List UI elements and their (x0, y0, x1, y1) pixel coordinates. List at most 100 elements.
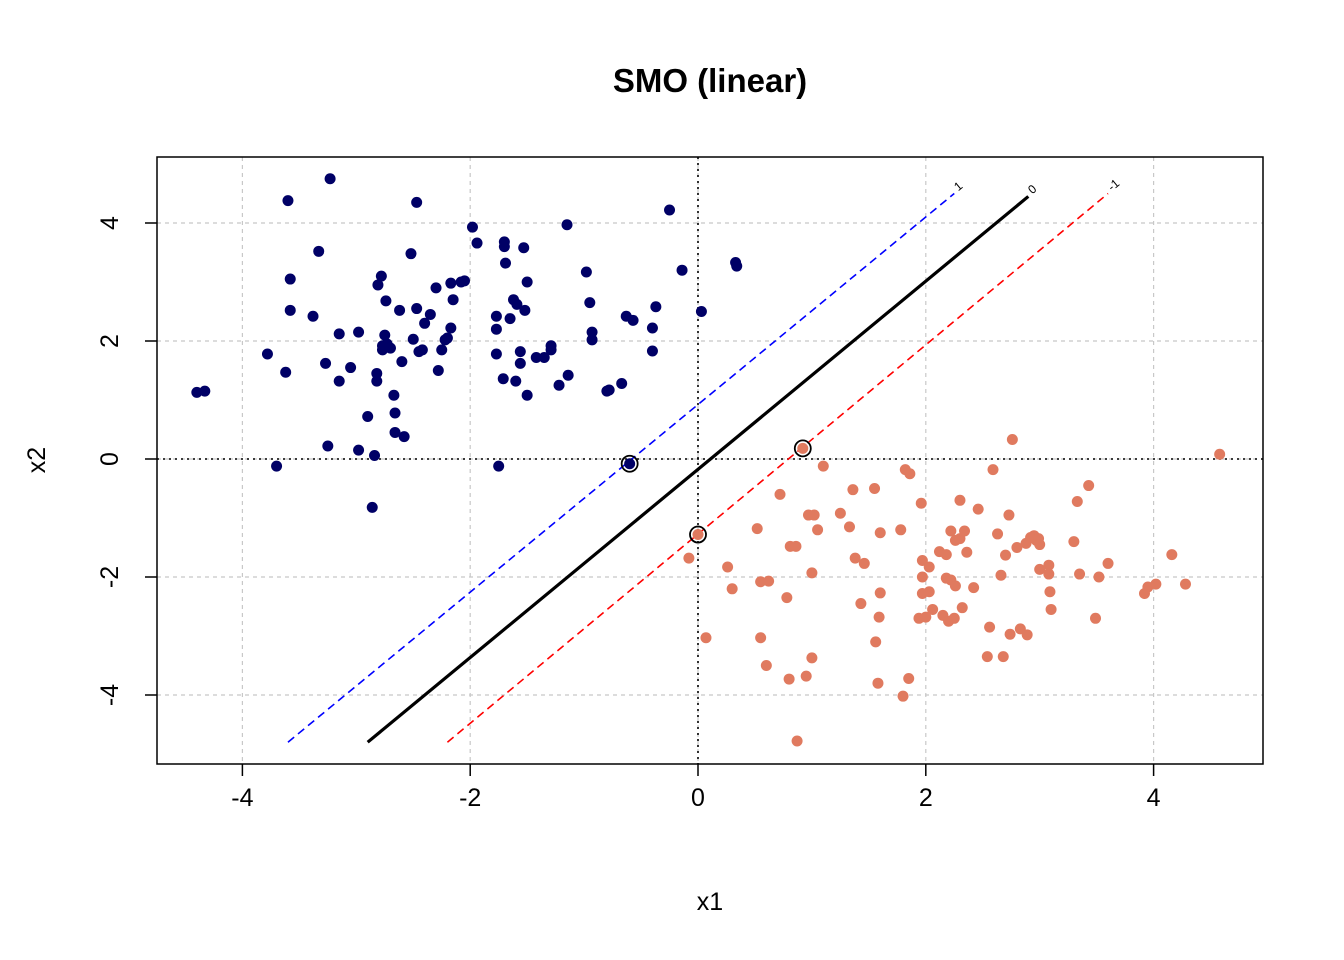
point-class1 (561, 219, 573, 231)
point-class1 (405, 248, 417, 260)
point-class1 (320, 357, 332, 369)
point-class2 (956, 602, 968, 614)
point-class1 (493, 460, 505, 472)
x-tick-label: -4 (231, 784, 253, 812)
point-class1 (375, 270, 387, 282)
point-class1 (369, 449, 381, 461)
x-tick-label: 4 (1147, 784, 1161, 812)
point-class1 (514, 357, 526, 369)
decision-boundary-line (366, 195, 1030, 744)
y-axis-label: x2 (23, 447, 51, 473)
point-class2 (987, 464, 999, 476)
point-class1 (584, 297, 596, 309)
point-class2 (1044, 586, 1056, 598)
point-class1 (313, 245, 325, 257)
point-class2 (791, 735, 803, 747)
point-class2 (920, 611, 932, 623)
margin-line (446, 192, 1109, 743)
point-class1 (371, 375, 383, 387)
point-class1 (333, 375, 345, 387)
point-class1 (466, 221, 478, 233)
point-class2 (800, 670, 812, 682)
point-class1 (353, 444, 365, 456)
point-class1 (398, 431, 410, 443)
x-tick-label: 2 (919, 784, 933, 812)
point-class1 (416, 344, 428, 356)
margin-line (287, 192, 955, 743)
point-class1 (199, 385, 211, 397)
point-class2 (903, 672, 915, 684)
point-class2 (959, 525, 971, 537)
point-class1 (562, 369, 574, 381)
point-class1 (514, 346, 526, 358)
point-class2 (790, 540, 802, 552)
point-class2 (683, 552, 695, 564)
point-class2 (961, 546, 973, 558)
point-class1 (580, 266, 592, 278)
point-class1 (388, 389, 400, 401)
point-class1 (490, 310, 502, 322)
point-class2 (981, 651, 993, 663)
point-class1 (441, 332, 453, 344)
support-vector-marker (793, 439, 812, 458)
point-class2 (870, 636, 882, 648)
point-class2 (763, 575, 775, 587)
point-class1 (379, 329, 391, 341)
point-class2 (849, 552, 861, 564)
point-class1 (307, 310, 319, 322)
point-class1 (324, 173, 336, 185)
point-class1 (518, 242, 530, 254)
point-class2 (1034, 539, 1046, 551)
point-class1 (459, 275, 471, 287)
point-class1 (500, 257, 512, 269)
point-class1 (389, 407, 401, 419)
point-class2 (808, 509, 820, 521)
y-tick-label: -2 (96, 566, 124, 588)
point-class1 (436, 344, 448, 356)
point-class2 (755, 632, 767, 644)
y-tick-label: 0 (96, 452, 124, 466)
decision-lines: 1 0 -1 (287, 176, 1122, 744)
point-class2 (1034, 563, 1046, 575)
point-class1 (498, 241, 510, 253)
point-class1 (627, 314, 639, 326)
point-class1 (394, 304, 406, 316)
point-class1 (372, 279, 384, 291)
point-class2 (1179, 578, 1191, 590)
point-class1 (432, 365, 444, 376)
point-class2 (904, 468, 916, 480)
point-class2 (1003, 509, 1015, 521)
point-class1 (371, 367, 383, 379)
point-class2 (774, 488, 786, 500)
point-class2 (1150, 578, 1162, 590)
point-class2 (726, 583, 738, 595)
point-class2 (760, 660, 772, 671)
point-class2 (1090, 612, 1102, 624)
point-class1 (646, 322, 658, 334)
chart-title: SMO (linear) (613, 62, 807, 99)
support-vector-marker (689, 525, 707, 544)
point-class1 (282, 195, 294, 207)
y-axis: -4 -2 0 2 4 (96, 216, 157, 706)
point-class1 (384, 342, 396, 354)
point-class1 (411, 196, 423, 208)
point-class2 (1071, 495, 1083, 507)
point-class1 (445, 277, 457, 289)
point-class2 (1011, 542, 1023, 553)
point-class1 (521, 276, 533, 288)
point-class1 (430, 282, 442, 294)
point-class1 (664, 204, 676, 216)
point-class1 (345, 362, 357, 374)
point-class2 (797, 442, 809, 454)
point-class2 (806, 567, 818, 579)
point-class2 (1074, 568, 1086, 580)
point-class1 (419, 317, 431, 329)
point-class2 (874, 527, 886, 539)
point-class2 (1214, 448, 1226, 460)
point-class2 (897, 690, 909, 702)
x-axis: -4 -2 0 2 4 (231, 764, 1161, 812)
point-class1 (490, 348, 502, 360)
point-class2 (812, 524, 824, 536)
point-class1 (646, 345, 658, 357)
point-class1 (261, 348, 273, 360)
